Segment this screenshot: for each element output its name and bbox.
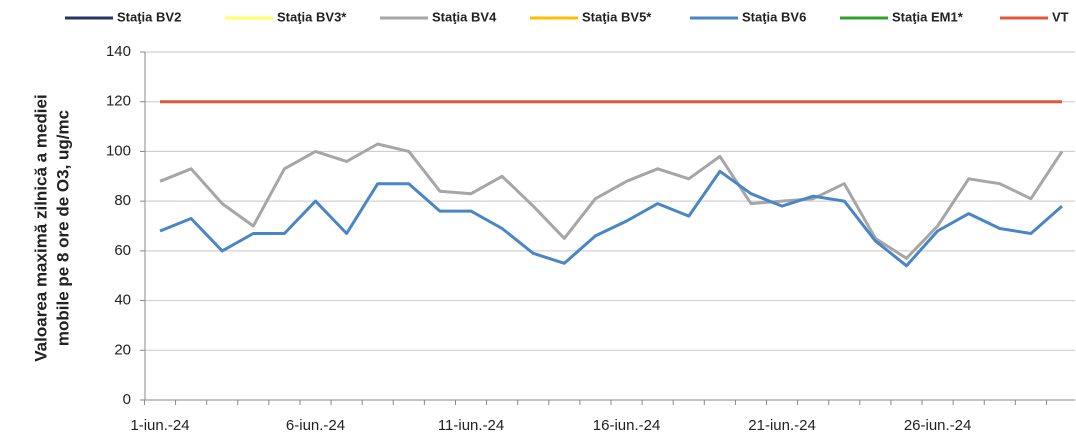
legend-label: Staţia EM1*: [892, 9, 964, 24]
x-tick-label: 6-iun.-24: [286, 417, 345, 434]
y-tick-label: 20: [114, 341, 131, 358]
legend-label: Staţia BV5*: [582, 9, 652, 24]
y-tick-label: 0: [123, 391, 131, 408]
x-tick-label: 26-iun.-24: [904, 417, 972, 434]
legend-label: VT: [1052, 9, 1069, 24]
y-tick-label: 120: [106, 93, 131, 110]
series-line: [159, 169, 1063, 268]
y-axis-label: mobile pe 8 ore de O3, ug/mc: [53, 110, 72, 346]
y-tick-label: 60: [114, 242, 131, 259]
y-tick-label: 40: [114, 292, 131, 309]
legend-label: Staţia BV3*: [277, 9, 347, 24]
legend-label: Staţia BV6: [742, 9, 806, 24]
x-tick-label: 21-iun.-24: [748, 417, 816, 434]
y-tick-label: 100: [106, 142, 131, 159]
y-tick-label: 140: [106, 43, 131, 60]
x-tick-label: 11-iun.-24: [438, 417, 504, 434]
series-line: [159, 142, 1064, 260]
legend-label: Staţia BV2: [117, 9, 181, 24]
y-axis-label: Valoarea maximă zilnică a mediei: [31, 94, 50, 361]
x-tick-label: 1-iun.-24: [130, 417, 189, 434]
y-tick-label: 80: [114, 192, 131, 209]
legend-label: Staţia BV4: [432, 9, 497, 24]
x-tick-label: 16-iun.-24: [593, 417, 661, 434]
